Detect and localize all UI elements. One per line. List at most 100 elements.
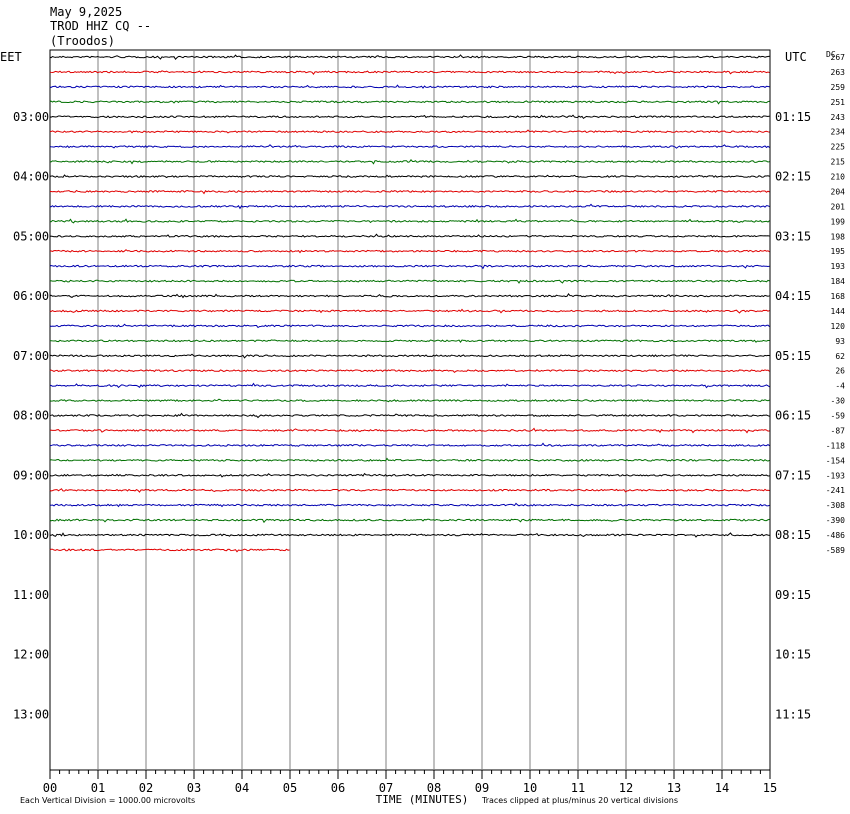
- seismic-trace: [49, 84, 770, 89]
- dc-offset-label: 267: [831, 53, 846, 62]
- x-tick-label: 01: [91, 781, 105, 795]
- x-tick-label: 04: [235, 781, 249, 795]
- right-zone-label: UTC: [785, 50, 807, 64]
- dc-offset-label: 215: [831, 158, 846, 167]
- x-tick-label: 08: [427, 781, 441, 795]
- seismic-trace: [49, 353, 770, 359]
- seismic-trace: [49, 159, 770, 165]
- seismic-trace: [49, 189, 770, 195]
- seismic-trace: [49, 427, 770, 434]
- dc-offset-label: 225: [831, 143, 846, 152]
- dc-offset-label: 26: [835, 367, 845, 376]
- x-tick-label: 09: [475, 781, 489, 795]
- seismic-trace: [49, 233, 770, 238]
- x-axis-title: TIME (MINUTES): [376, 793, 469, 806]
- dc-offset-label: 144: [831, 307, 846, 316]
- x-tick-label: 02: [139, 781, 153, 795]
- seismic-trace: [49, 502, 770, 508]
- dc-offset-label: -390: [826, 516, 845, 525]
- left-hour-label: 09:00: [13, 468, 49, 482]
- left-hour-label: 07:00: [13, 349, 49, 363]
- dc-offset-label: 243: [831, 113, 846, 122]
- dc-offset-label: -308: [826, 501, 845, 510]
- dc-offset-label: 198: [831, 232, 846, 241]
- left-zone-label: EET: [0, 50, 22, 64]
- left-hour-label: 04:00: [13, 170, 49, 184]
- dc-offset-label: -241: [826, 486, 845, 495]
- x-tick-label: 12: [619, 781, 633, 795]
- seismic-trace: [49, 532, 770, 538]
- header-location: (Troodos): [50, 34, 115, 48]
- dc-offset-label: 210: [831, 173, 846, 182]
- seismic-trace: [49, 174, 770, 179]
- x-tick-label: 10: [523, 781, 537, 795]
- dc-offset-label: 259: [831, 83, 846, 92]
- footer-left-note: Each Vertical Division = 1000.00 microvo…: [20, 796, 195, 805]
- seismic-trace: [49, 144, 770, 149]
- seismic-trace: [49, 323, 770, 329]
- x-tick-label: 06: [331, 781, 345, 795]
- dc-offset-label: 168: [831, 292, 846, 301]
- right-hour-label: 08:15: [775, 528, 811, 542]
- header-station: TROD HHZ CQ --: [50, 19, 151, 33]
- dc-offset-label: -30: [831, 397, 846, 406]
- dc-offset-label: -87: [831, 426, 846, 435]
- trace-layer: [49, 54, 770, 553]
- seismic-trace: [49, 518, 770, 524]
- dc-offset-label: -118: [826, 441, 845, 450]
- dc-offset-label: 204: [831, 187, 846, 196]
- dc-offset-label: -59: [831, 412, 846, 421]
- seismic-trace: [49, 472, 770, 478]
- grid-layer: [49, 49, 771, 779]
- seismic-trace: [49, 279, 770, 284]
- dc-offset-label: 193: [831, 262, 846, 271]
- left-hour-label: 13:00: [13, 707, 49, 721]
- seismic-trace: [49, 293, 770, 299]
- dc-label: DC: [826, 50, 836, 59]
- right-hour-label: 06:15: [775, 409, 811, 423]
- right-hour-label: 09:15: [775, 588, 811, 602]
- x-tick-label: 13: [667, 781, 681, 795]
- seismic-trace: [49, 54, 770, 60]
- right-hour-label: 11:15: [775, 707, 811, 721]
- dc-offset-label: 263: [831, 68, 846, 77]
- seismic-trace: [49, 129, 770, 134]
- dc-offset-label: 93: [835, 337, 845, 346]
- seismic-trace: [49, 548, 290, 553]
- dc-offset-label: 184: [831, 277, 846, 286]
- right-hour-label: 07:15: [775, 468, 811, 482]
- dc-offset-label: -4: [835, 382, 845, 391]
- left-hour-label: 08:00: [13, 409, 49, 423]
- left-hour-label: 03:00: [13, 110, 49, 124]
- dc-offset-label: 201: [831, 202, 846, 211]
- left-hour-label: 05:00: [13, 229, 49, 243]
- right-hour-label: 01:15: [775, 110, 811, 124]
- seismic-trace: [49, 457, 770, 462]
- seismic-trace: [49, 442, 770, 447]
- seismic-trace: [49, 412, 770, 419]
- seismic-trace: [49, 369, 770, 374]
- seismic-trace: [49, 398, 770, 403]
- seismic-trace: [49, 218, 770, 224]
- seismic-trace: [49, 100, 770, 105]
- right-hour-label: 04:15: [775, 289, 811, 303]
- seismic-trace: [49, 70, 770, 75]
- seismic-trace: [49, 488, 770, 493]
- seismic-trace: [49, 339, 770, 343]
- dc-offset-label: 62: [835, 352, 845, 361]
- dc-offset-label: 199: [831, 217, 846, 226]
- dc-offset-label: -154: [826, 456, 845, 465]
- right-hour-label: 05:15: [775, 349, 811, 363]
- seismic-trace: [49, 203, 770, 210]
- x-tick-label: 03: [187, 781, 201, 795]
- seismic-trace: [49, 114, 770, 120]
- dc-offset-label: 195: [831, 247, 846, 256]
- plot-frame: [49, 49, 771, 771]
- x-tick-label: 14: [715, 781, 729, 795]
- dc-offset-label: -486: [826, 531, 845, 540]
- dc-offset-label: -589: [826, 546, 845, 555]
- seismic-trace: [49, 249, 770, 254]
- label-layer: 00 01 02 03 04 05 06 07 08 09 10 11 12 13 14 15 03:00 01:…: [13, 53, 845, 795]
- left-hour-label: 06:00: [13, 289, 49, 303]
